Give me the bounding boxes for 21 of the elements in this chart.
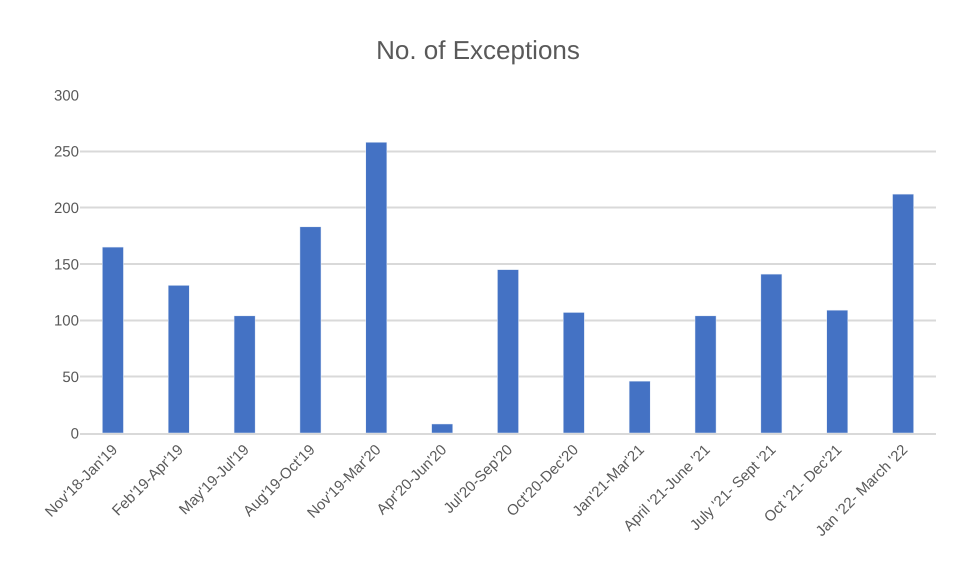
bar (892, 194, 914, 433)
y-tick-label: 50 (62, 368, 79, 386)
bar (497, 269, 519, 433)
chart-title: No. of Exceptions (376, 35, 580, 66)
bar (563, 312, 585, 433)
y-tick-label: 200 (54, 200, 79, 217)
y-tick-label: 150 (54, 256, 79, 274)
y-tick-label: 300 (54, 87, 79, 104)
bar (826, 310, 848, 433)
bar (366, 142, 388, 433)
bar (102, 246, 124, 433)
y-tick-label: 0 (70, 425, 79, 442)
bar (628, 380, 650, 433)
bar (168, 285, 190, 433)
y-tick-label: 100 (54, 312, 79, 330)
bar (760, 274, 782, 433)
bar (431, 424, 453, 433)
bar (694, 316, 716, 433)
bar (234, 316, 256, 433)
bar (300, 226, 322, 433)
y-tick-label: 250 (54, 144, 79, 161)
